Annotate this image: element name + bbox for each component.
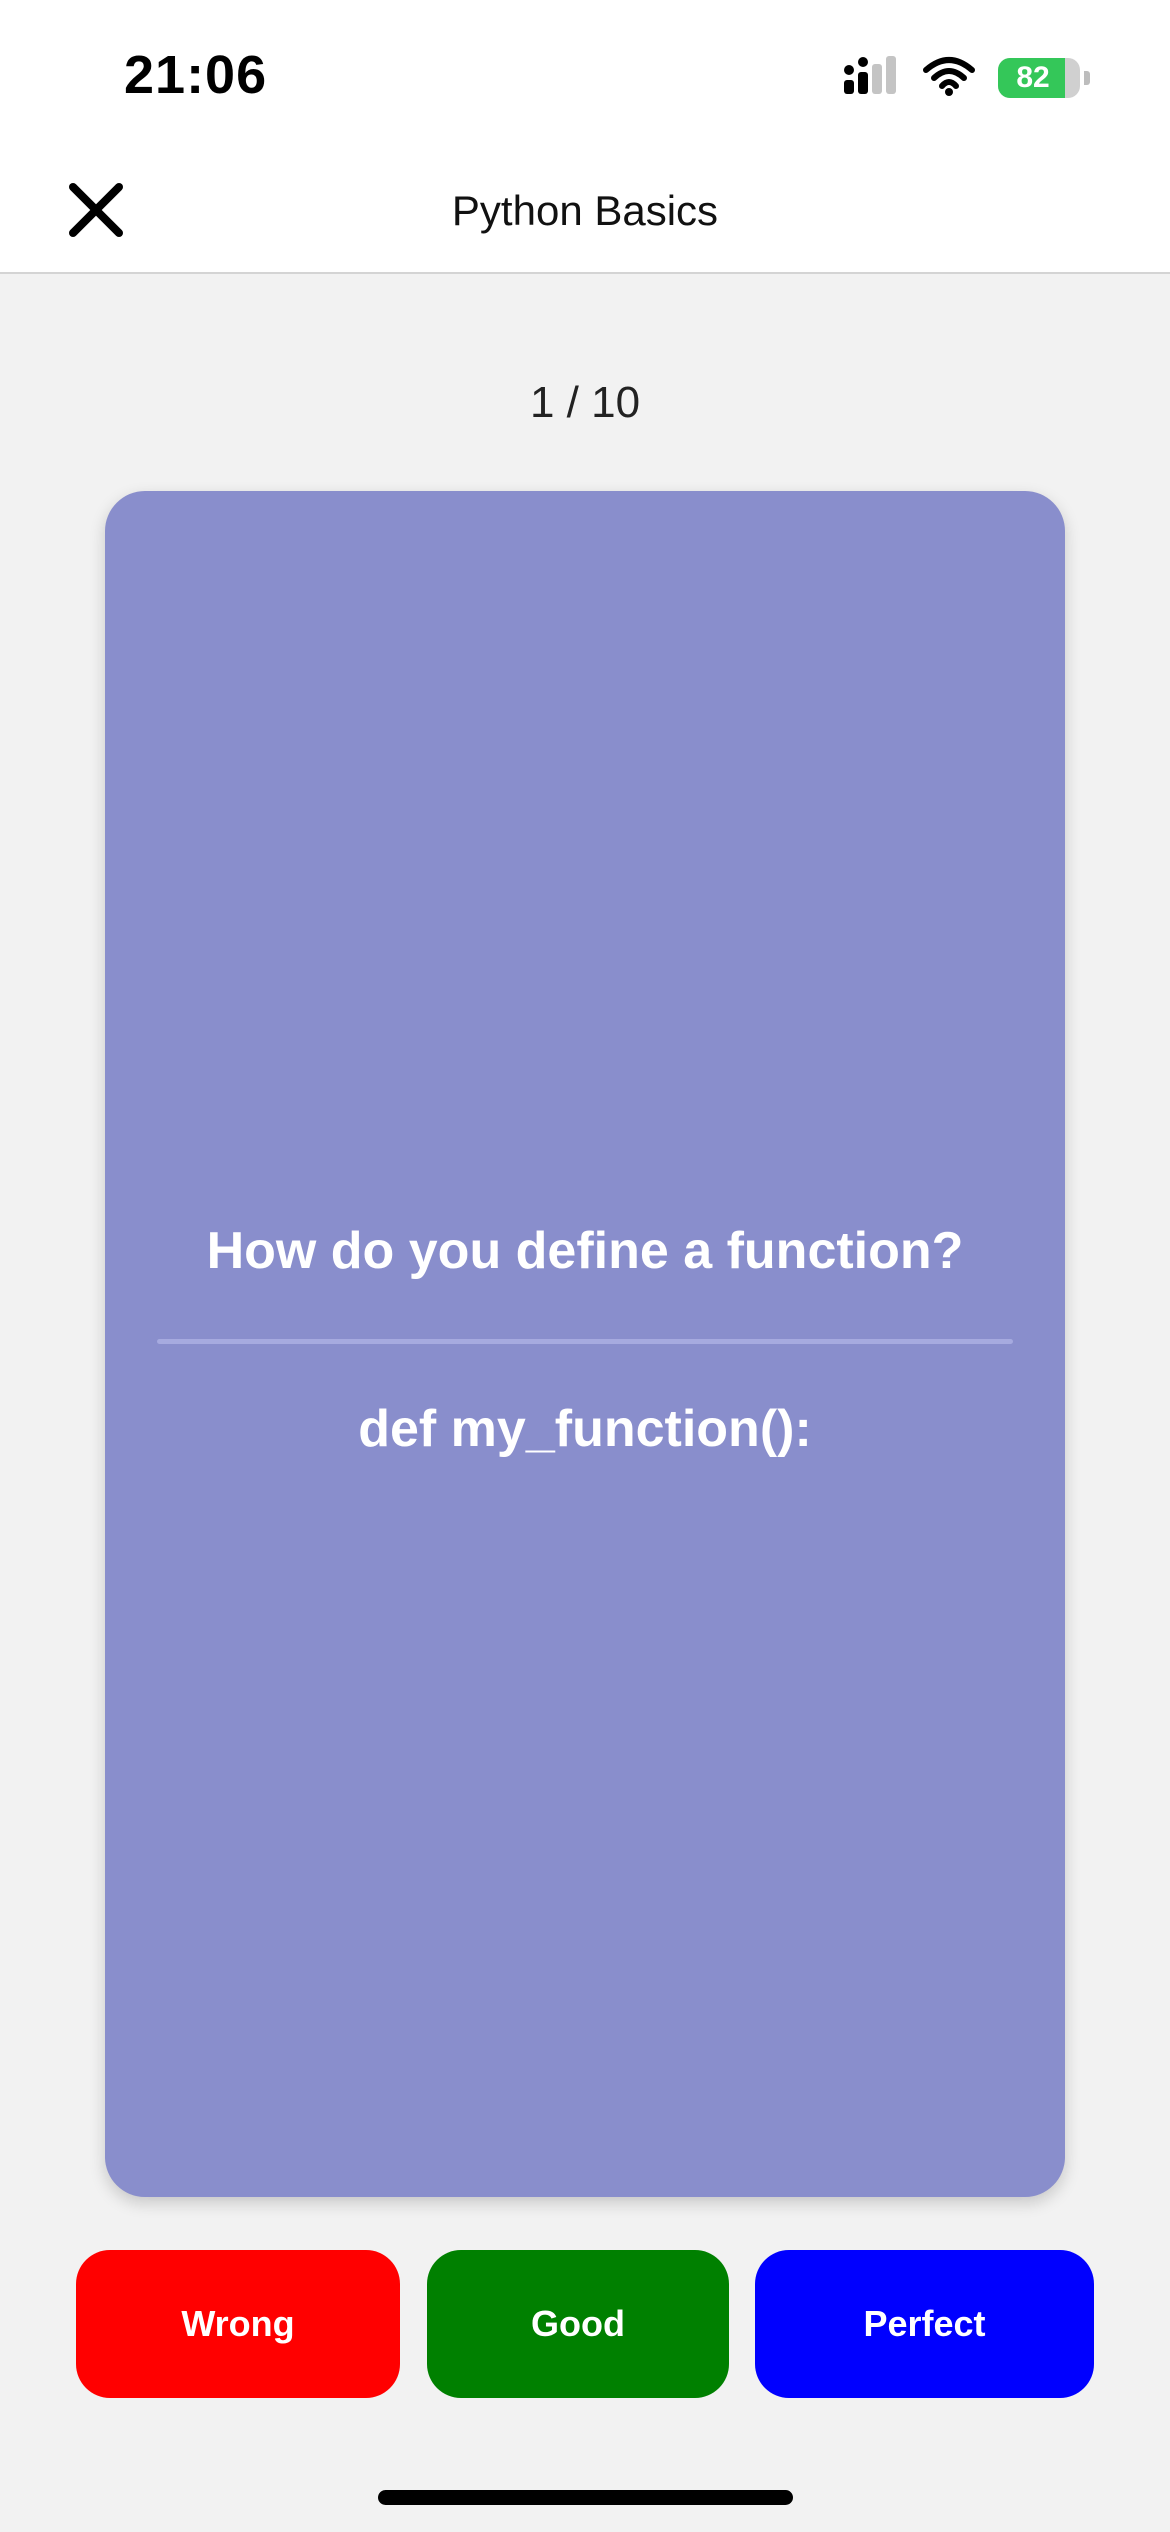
cellular-signal-icon xyxy=(842,55,900,101)
perfect-button[interactable]: Perfect xyxy=(755,2250,1094,2398)
flashcard[interactable]: How do you define a function? def my_fun… xyxy=(105,491,1065,2197)
close-icon xyxy=(67,181,125,244)
status-bar: 21:06 xyxy=(0,0,1170,150)
battery-fill xyxy=(998,58,1066,98)
card-question: How do you define a function? xyxy=(206,1222,964,1280)
status-time: 21:06 xyxy=(124,45,268,105)
battery-nub xyxy=(1084,71,1090,85)
nav-header: Python Basics xyxy=(0,150,1170,274)
wifi-icon xyxy=(922,56,976,101)
card-answer: def my_function(): xyxy=(358,1400,812,1458)
page-title: Python Basics xyxy=(451,187,719,234)
wrong-button[interactable]: Wrong xyxy=(76,2250,400,2398)
home-indicator[interactable] xyxy=(378,2490,793,2505)
status-icons: 82 xyxy=(842,55,1090,101)
close-button[interactable] xyxy=(56,172,136,252)
good-button[interactable]: Good xyxy=(427,2250,729,2398)
card-divider xyxy=(157,1339,1013,1344)
battery-level: 82 xyxy=(1016,61,1050,94)
card-progress: 1 / 10 xyxy=(529,378,641,427)
battery-icon: 82 xyxy=(998,58,1080,98)
